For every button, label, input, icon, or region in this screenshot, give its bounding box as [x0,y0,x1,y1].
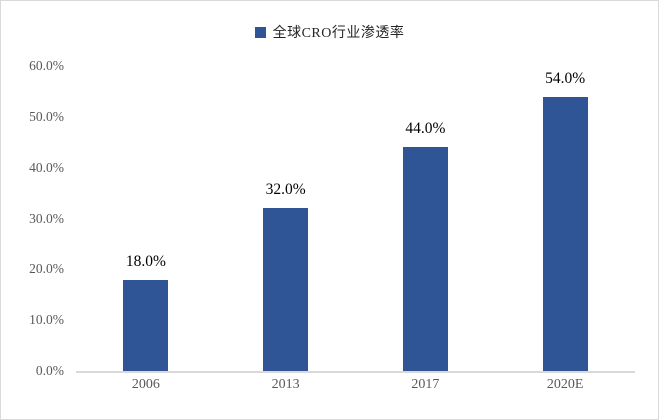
y-axis: 0.0% 10.0% 20.0% 30.0% 40.0% 50.0% 60.0% [1,1,64,419]
y-tick-label: 60.0% [29,58,64,73]
legend: 全球CRO行业渗透率 [1,21,658,43]
y-tick-label: 20.0% [29,261,64,277]
bar-2013 [263,208,309,371]
bar-group-2006: 18.0% [76,66,216,371]
bar-2020e [542,96,588,371]
legend-swatch-icon [254,26,266,38]
y-tick-label: 50.0% [29,108,64,124]
x-tick-label-2006: 2006 [131,377,160,392]
y-tick-label: 30.0% [29,210,64,226]
x-tick-label-2017: 2017 [411,377,440,392]
x-tick-label-2020e: 2020E [546,377,584,392]
x-axis: 2006 2013 2017 2020E [76,377,635,393]
bar-group-2017: 44.0% [356,66,496,371]
bar-group-2013: 32.0% [216,66,356,371]
x-tick-label-2013: 2013 [271,377,300,392]
bar-value-label: 32.0% [265,181,306,199]
bar-series: 18.0% 32.0% 44.0% 54.0% [76,66,635,371]
bar-value-label: 54.0% [545,69,586,87]
plot-area: 18.0% 32.0% 44.0% 54.0% [76,66,635,373]
bar-2006 [123,279,169,371]
bar-value-label: 18.0% [125,252,166,270]
bar-group-2020e: 54.0% [495,66,635,371]
bar-value-label: 44.0% [405,120,446,138]
bar-2017 [402,147,448,371]
y-tick-label: 10.0% [29,312,64,328]
y-tick-label: 40.0% [29,159,64,175]
legend-label: 全球CRO行业渗透率 [272,26,405,41]
y-tick-label: 0.0% [35,363,64,378]
